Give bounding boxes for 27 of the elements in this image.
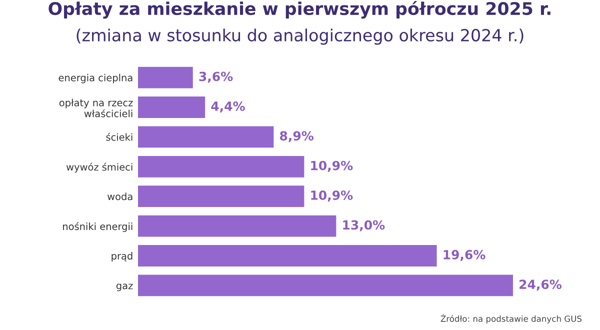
bar <box>138 274 513 296</box>
y-tick-label: opłaty na rzecz właścicieli <box>59 98 133 118</box>
text: Źródło: na podstawie danych GUS <box>440 314 582 324</box>
bar <box>138 96 206 118</box>
data-label: 10,9% <box>311 160 353 172</box>
chart-title: Opłaty za mieszkanie w pierwszym półroczu 2025 r. <box>48 0 550 19</box>
y-tick-label: wywóz śmieci <box>66 162 132 173</box>
chart-subtitle: (zmiana w stosunku do analogicznego okresu 2024 r.) <box>76 28 524 45</box>
data-label: 3,6% <box>199 72 233 83</box>
y-tick-label: energia cieplna <box>58 74 132 84</box>
bar <box>138 245 437 266</box>
bar <box>138 186 304 208</box>
data-label: 13,0% <box>343 220 385 232</box>
bar <box>138 66 193 88</box>
y-tick-label: woda <box>108 192 132 200</box>
data-label: 4,4% <box>211 101 245 112</box>
data-label: 8,9% <box>280 131 314 142</box>
bar <box>138 126 274 148</box>
data-label: 10,9% <box>311 190 353 202</box>
y-tick-label: ścieki <box>106 132 132 141</box>
data-label: 24,6% <box>520 280 562 291</box>
bar <box>138 215 336 237</box>
y-tick-label: gaz <box>116 284 133 292</box>
bar <box>138 156 304 178</box>
data-label: 19,6% <box>444 250 486 261</box>
y-tick-label: nośniki energii <box>63 222 132 232</box>
y-tick-label: prąd <box>112 252 132 262</box>
